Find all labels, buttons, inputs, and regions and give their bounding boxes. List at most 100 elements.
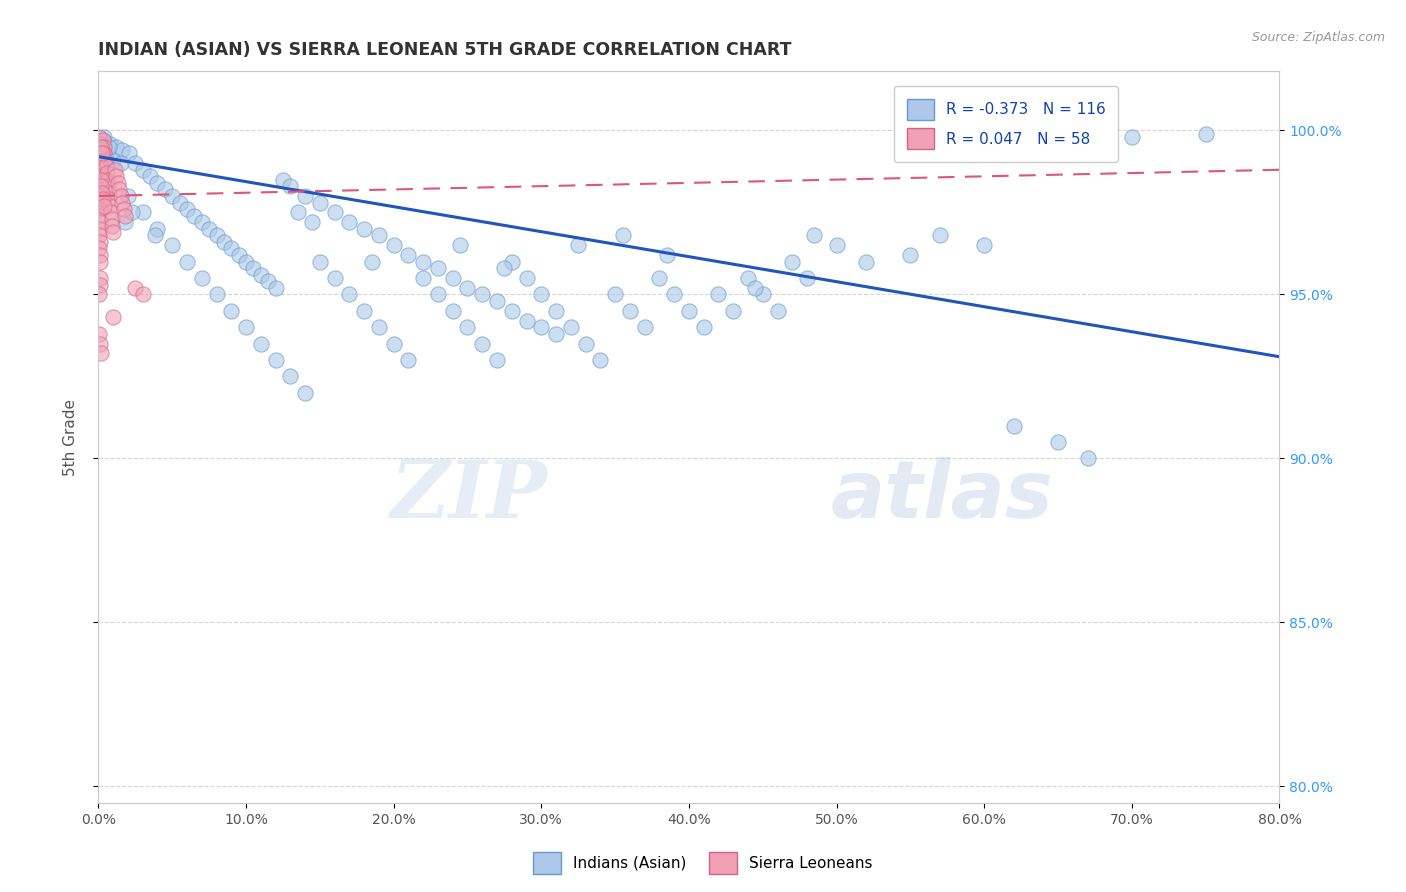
Point — [89, 195, 111, 210]
Point — [89, 336, 111, 351]
Text: Source: ZipAtlas.com: Source: ZipAtlas.com — [1251, 31, 1385, 45]
Point — [486, 293, 509, 308]
Point — [664, 287, 686, 301]
Point — [103, 310, 125, 325]
Point — [494, 261, 516, 276]
Point — [191, 215, 214, 229]
Point — [89, 287, 111, 301]
Point — [89, 130, 111, 145]
Point — [449, 238, 471, 252]
Point — [257, 274, 280, 288]
Point — [441, 271, 464, 285]
Point — [235, 320, 257, 334]
Point — [121, 205, 143, 219]
Point — [94, 153, 117, 167]
Point — [89, 169, 111, 184]
Legend: Indians (Asian), Sierra Leoneans: Indians (Asian), Sierra Leoneans — [527, 846, 879, 880]
Point — [169, 195, 191, 210]
Point — [242, 261, 264, 276]
Point — [89, 228, 111, 243]
Point — [339, 287, 360, 301]
Point — [396, 353, 419, 368]
Point — [353, 303, 375, 318]
Point — [486, 353, 509, 368]
Point — [89, 150, 111, 164]
Point — [309, 254, 332, 268]
Point — [91, 133, 114, 147]
Point — [111, 143, 134, 157]
Point — [1121, 130, 1143, 145]
Point — [89, 182, 111, 196]
Point — [619, 303, 641, 318]
Point — [501, 254, 523, 268]
Point — [205, 287, 228, 301]
Point — [612, 228, 634, 243]
Point — [114, 215, 136, 229]
Point — [1046, 435, 1069, 450]
Point — [89, 209, 111, 223]
Point — [132, 287, 155, 301]
Point — [100, 205, 122, 219]
Point — [93, 130, 115, 145]
Point — [648, 271, 671, 285]
Point — [723, 303, 745, 318]
Point — [633, 320, 655, 334]
Point — [90, 140, 112, 154]
Point — [655, 248, 678, 262]
Point — [98, 136, 121, 151]
Point — [103, 225, 125, 239]
Text: INDIAN (ASIAN) VS SIERRA LEONEAN 5TH GRADE CORRELATION CHART: INDIAN (ASIAN) VS SIERRA LEONEAN 5TH GRA… — [98, 41, 792, 59]
Point — [91, 133, 114, 147]
Point — [105, 169, 128, 184]
Point — [560, 320, 582, 334]
Point — [382, 238, 405, 252]
Point — [124, 281, 146, 295]
Point — [89, 136, 111, 151]
Point — [89, 242, 111, 256]
Point — [107, 176, 129, 190]
Point — [855, 254, 877, 268]
Point — [153, 182, 176, 196]
Point — [176, 254, 198, 268]
Point — [205, 228, 228, 243]
Point — [368, 320, 391, 334]
Point — [111, 195, 134, 210]
Point — [368, 228, 391, 243]
Point — [287, 205, 309, 219]
Point — [162, 189, 183, 203]
Point — [766, 303, 789, 318]
Point — [89, 156, 111, 170]
Point — [89, 202, 111, 216]
Point — [124, 156, 146, 170]
Point — [530, 320, 553, 334]
Point — [112, 202, 135, 216]
Point — [427, 261, 450, 276]
Point — [339, 215, 360, 229]
Point — [97, 140, 120, 154]
Point — [89, 326, 111, 341]
Point — [97, 179, 120, 194]
Point — [104, 162, 127, 177]
Point — [103, 153, 125, 167]
Point — [516, 271, 538, 285]
Point — [678, 303, 700, 318]
Point — [89, 176, 111, 190]
Point — [323, 271, 346, 285]
Point — [118, 146, 141, 161]
Point — [412, 271, 434, 285]
Point — [221, 303, 243, 318]
Point — [973, 238, 995, 252]
Point — [382, 336, 405, 351]
Point — [456, 281, 478, 295]
Point — [105, 140, 128, 154]
Point — [1195, 127, 1218, 141]
Y-axis label: 5th Grade: 5th Grade — [63, 399, 77, 475]
Point — [567, 238, 589, 252]
Point — [89, 222, 111, 236]
Point — [94, 150, 117, 164]
Point — [90, 179, 112, 194]
Point — [471, 336, 494, 351]
Point — [264, 281, 287, 295]
Point — [91, 192, 114, 206]
Point — [271, 172, 294, 186]
